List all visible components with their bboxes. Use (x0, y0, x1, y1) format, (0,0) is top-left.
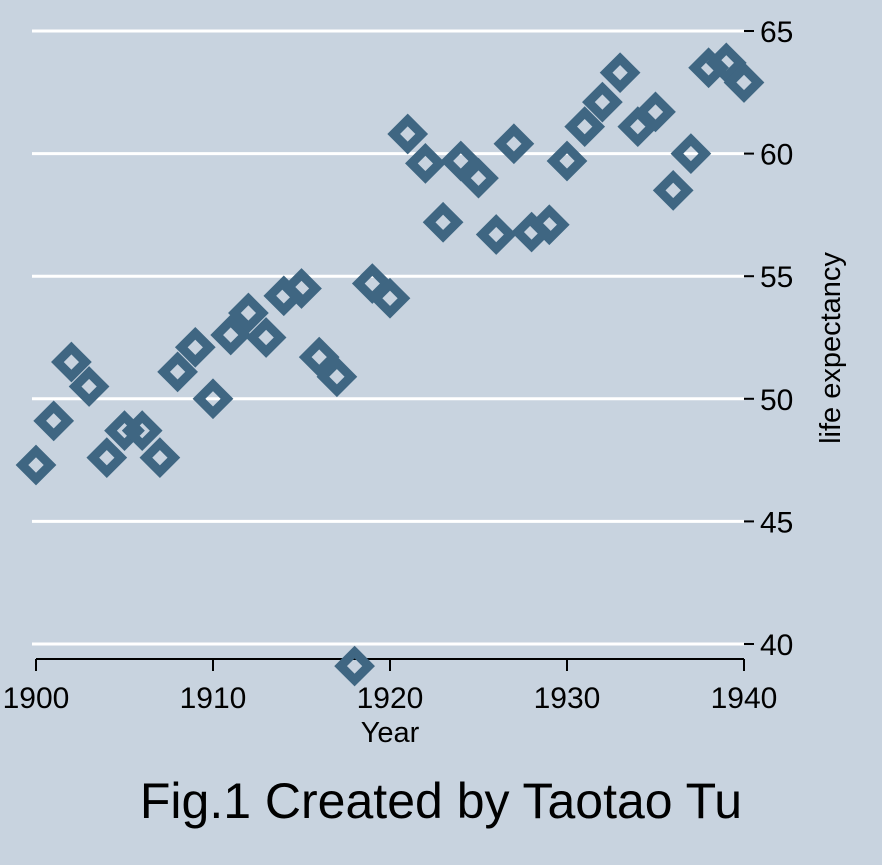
data-point (86, 437, 128, 479)
x-tick-label: 1910 (180, 682, 247, 715)
data-point (139, 437, 181, 479)
y-tick-label: 40 (760, 629, 793, 662)
x-axis-title: Year (361, 717, 420, 749)
data-point (228, 292, 269, 334)
data-point (546, 140, 588, 182)
y-tick-labels: 40 45 50 55 60 65 (744, 16, 793, 662)
data-point (15, 444, 57, 486)
data-point (599, 52, 641, 94)
data-point (493, 123, 535, 165)
x-tick-label: 1940 (711, 682, 778, 715)
data-point (440, 140, 482, 182)
y-tick-label: 45 (760, 506, 793, 539)
data-point (51, 341, 92, 383)
data-point (405, 143, 446, 184)
gridlines (32, 29, 744, 646)
y-tick-label: 50 (760, 384, 793, 417)
y-tick-label: 55 (760, 261, 793, 294)
data-points (15, 42, 765, 687)
data-point (564, 106, 606, 147)
data-point (369, 277, 411, 319)
data-point (316, 356, 358, 398)
data-point (33, 400, 75, 442)
data-point (281, 268, 322, 309)
y-tick-label: 60 (760, 139, 793, 172)
data-point (157, 351, 198, 393)
data-point (245, 317, 287, 358)
data-point (387, 113, 429, 155)
data-point (528, 204, 570, 246)
data-point (121, 410, 163, 452)
data-point (705, 42, 747, 84)
data-point (475, 214, 517, 255)
data-point (174, 326, 216, 368)
data-point (670, 133, 712, 174)
data-point (582, 81, 623, 123)
data-point (458, 157, 499, 199)
data-point (334, 645, 375, 687)
data-point (192, 378, 234, 420)
data-point (422, 201, 464, 243)
data-point (298, 336, 340, 378)
data-point (210, 314, 252, 356)
data-point (652, 170, 694, 211)
data-point (68, 366, 110, 407)
data-point (635, 91, 676, 133)
x-tick-labels: 1900 1910 1920 1930 1940 (3, 659, 778, 715)
figure-caption: Fig.1 Created by Taotao Tu (140, 773, 742, 829)
y-tick-label: 65 (760, 16, 793, 49)
y-axis-title: life expectancy (815, 252, 847, 444)
x-tick-label: 1930 (534, 682, 601, 715)
x-tick-label: 1900 (3, 682, 70, 715)
x-tick-label: 1920 (357, 682, 424, 715)
data-point (723, 62, 765, 103)
